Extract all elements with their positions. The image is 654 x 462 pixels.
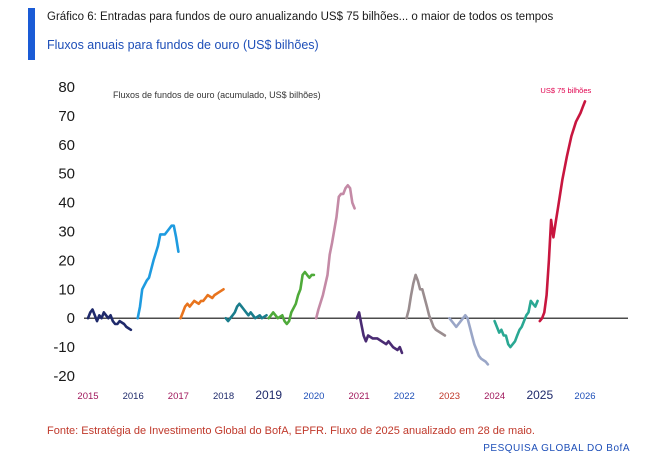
- y-tick-label: -20: [53, 368, 75, 385]
- chart-title: Gráfico 6: Entradas para fundos de ouro …: [47, 11, 554, 23]
- series-line: [267, 270, 316, 326]
- x-tick-label: 2020: [303, 391, 324, 402]
- x-tick-label: 2025: [526, 388, 553, 402]
- y-tick-label: -10: [53, 339, 75, 356]
- y-tick-label: 80: [58, 79, 75, 96]
- y-tick-label: 40: [58, 195, 75, 212]
- brand-footer: PESQUISA GLOBAL DO BofA: [483, 443, 630, 454]
- series-line: [405, 273, 447, 337]
- source-note: Fonte: Estratégia de Investimento Global…: [47, 425, 535, 437]
- inner-series-label: Fluxos de fundos de ouro (acumulado, US$…: [113, 90, 321, 100]
- series-line: [136, 224, 180, 320]
- series-line: [493, 299, 539, 349]
- y-tick-label: 50: [58, 166, 75, 183]
- annotation-label: US$ 75 bilhões: [540, 86, 591, 95]
- x-tick-label: 2022: [394, 391, 415, 402]
- x-tick-label: 2015: [77, 391, 98, 402]
- series-line: [224, 302, 268, 323]
- x-tick-label: 2026: [574, 391, 595, 402]
- series-line: [314, 184, 356, 320]
- x-tick-label: 2019: [255, 388, 282, 402]
- x-tick-label: 2018: [213, 391, 234, 402]
- y-tick-label: 0: [67, 310, 75, 327]
- y-tick-label: 30: [58, 224, 75, 241]
- series-line: [538, 100, 587, 323]
- series-line: [179, 288, 225, 320]
- x-tick-label: 2017: [168, 391, 189, 402]
- chart-subtitle: Fluxos anuais para fundos de ouro (US$ b…: [47, 38, 319, 52]
- x-tick-label: 2023: [439, 391, 460, 402]
- y-tick-label: 70: [58, 108, 75, 125]
- x-tick-label: 2016: [123, 391, 144, 402]
- y-tick-label: 20: [58, 252, 75, 269]
- chart-plot: 80 70 60 50 40 30 20 10 0 -10 -20 Fluxos de fundos …: [53, 79, 628, 402]
- y-tick-label: 60: [58, 137, 75, 154]
- series-line: [355, 311, 404, 355]
- x-tick-label: 2024: [484, 391, 505, 402]
- x-tick-label: 2021: [349, 391, 370, 402]
- title-accent-bar: [28, 8, 35, 60]
- series-line: [86, 308, 133, 332]
- y-tick-label: 10: [58, 281, 75, 298]
- series-line: [448, 314, 490, 366]
